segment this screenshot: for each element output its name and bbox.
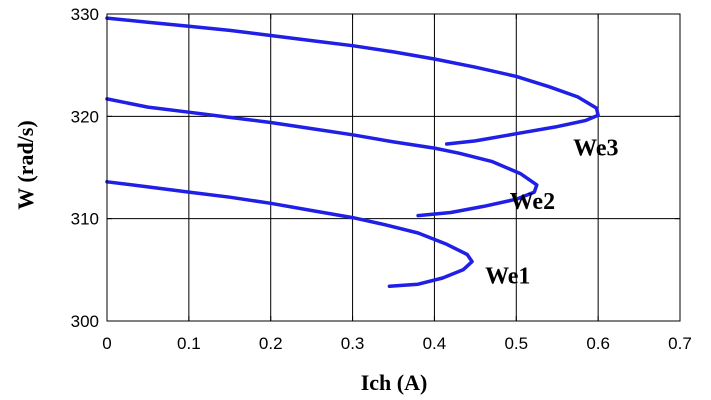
x-tick-labels: 0 0.1 0.2 0.3 0.4 0.5 0.6 0.7 bbox=[102, 334, 692, 353]
x-tick-label: 0.7 bbox=[668, 334, 692, 353]
series-line-we1 bbox=[105, 180, 474, 288]
x-tick-label: 0 bbox=[102, 334, 111, 353]
x-tick-label: 0.6 bbox=[586, 334, 610, 353]
x-tick-label: 0.5 bbox=[504, 334, 528, 353]
series-label-we3: We3 bbox=[573, 135, 618, 161]
x-tick-label: 0.4 bbox=[423, 334, 447, 353]
y-tick-label: 310 bbox=[71, 210, 99, 229]
y-tick-label: 320 bbox=[71, 107, 99, 126]
x-tick-label: 0.3 bbox=[341, 334, 365, 353]
series-line-we2 bbox=[105, 97, 539, 218]
series-label-we1: We1 bbox=[485, 264, 530, 290]
x-tick-label: 0.1 bbox=[177, 334, 201, 353]
series-labels: We1 We2 We3 bbox=[485, 135, 618, 289]
x-axis-label: Ich (A) bbox=[361, 370, 428, 395]
series-line-we3 bbox=[105, 16, 600, 146]
tick-marks bbox=[106, 13, 681, 322]
x-tick-label: 0.2 bbox=[259, 334, 283, 353]
y-tick-label: 330 bbox=[71, 5, 99, 24]
y-tick-label: 300 bbox=[71, 312, 99, 331]
series-label-we2: We2 bbox=[510, 189, 555, 215]
grid bbox=[107, 14, 680, 321]
y-axis-label: W (rad/s) bbox=[13, 120, 38, 209]
curves bbox=[105, 16, 600, 288]
y-tick-labels: 300 310 320 330 bbox=[71, 5, 99, 331]
plot-frame bbox=[106, 13, 681, 322]
